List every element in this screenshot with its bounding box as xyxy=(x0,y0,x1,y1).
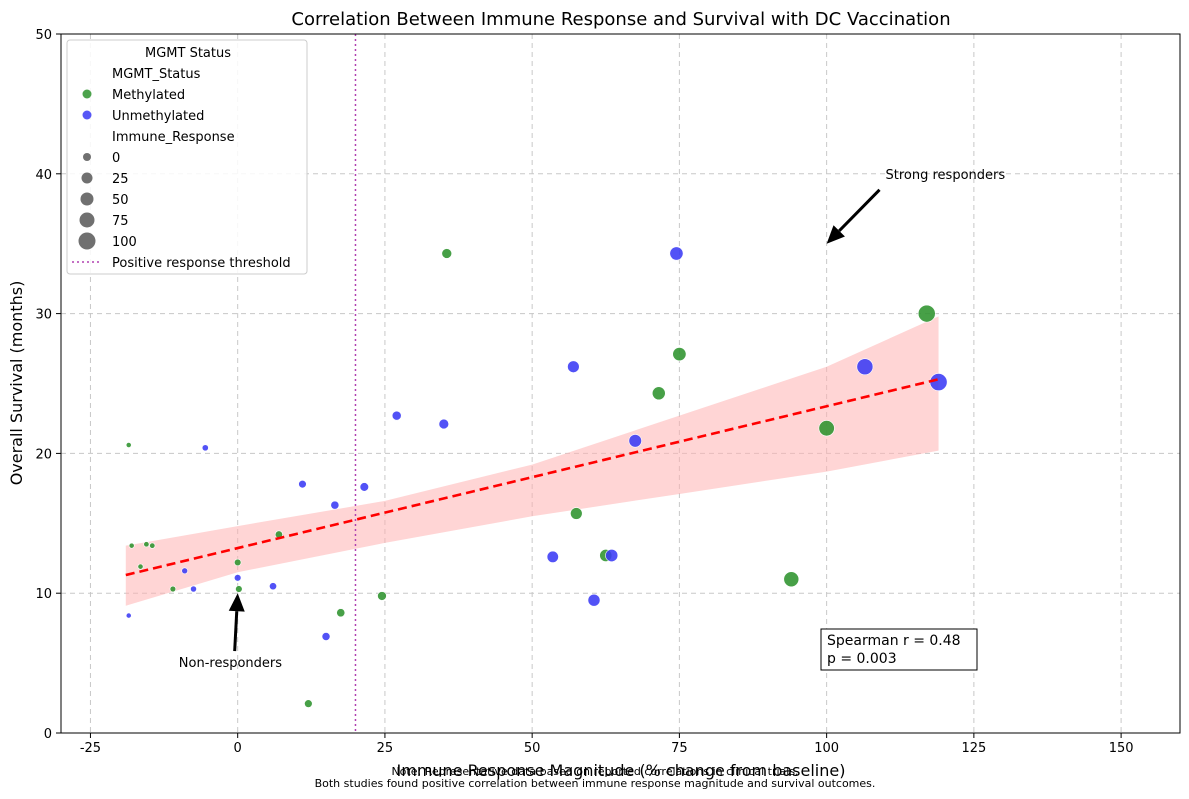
y-tick-label: 0 xyxy=(44,727,52,742)
legend-size-header: Immune_Response xyxy=(112,130,235,145)
annotation-arrow-head xyxy=(228,593,245,612)
data-point-unmethylated xyxy=(269,582,277,591)
data-point-methylated xyxy=(149,542,156,549)
stats-pvalue: p = 0.003 xyxy=(827,651,897,667)
data-point-methylated xyxy=(125,442,132,448)
data-point-unmethylated xyxy=(201,444,209,452)
annotation-arrow-shaft xyxy=(838,188,881,232)
data-point-unmethylated xyxy=(330,500,340,510)
data-point-methylated xyxy=(570,507,583,520)
legend-size-label-0: 0 xyxy=(112,151,120,166)
data-point-unmethylated xyxy=(856,358,874,376)
y-tick-label: 10 xyxy=(35,587,52,602)
data-point-unmethylated xyxy=(190,585,197,593)
plot-frame xyxy=(60,33,1181,734)
data-point-unmethylated xyxy=(125,612,132,619)
x-axis-title: Immune Response Magnitude (% change from… xyxy=(397,761,846,780)
stats-box-frame xyxy=(820,628,978,671)
y-tick-label: 20 xyxy=(35,447,52,462)
legend-label-methylated: Methylated xyxy=(112,88,185,103)
chart-title: Correlation Between Immune Response and … xyxy=(291,9,950,30)
data-point-unmethylated xyxy=(234,574,242,582)
x-tick-label: 25 xyxy=(377,741,394,756)
y-axis: 0 10 20 30 40 50 xyxy=(35,28,61,742)
x-tick-label: 100 xyxy=(814,741,839,756)
annotation-label: Non-responders xyxy=(179,656,282,671)
data-point-methylated xyxy=(917,304,936,323)
points-layer xyxy=(125,246,948,708)
legend-marker-methylated xyxy=(82,89,92,99)
confidence-band-layer xyxy=(125,316,939,606)
legend-hue-header: MGMT_Status xyxy=(112,67,201,82)
x-tick-label: -25 xyxy=(80,741,101,756)
data-point-methylated xyxy=(169,585,177,593)
legend-size-label-75: 75 xyxy=(112,214,129,229)
legend-size-marker-75 xyxy=(79,212,95,228)
annotation-label: Strong responders xyxy=(886,168,1006,183)
data-point-unmethylated xyxy=(298,479,307,489)
legend-size-label-50: 50 xyxy=(112,193,129,208)
legend-label-unmethylated: Unmethylated xyxy=(112,109,204,124)
legend-size-marker-0 xyxy=(83,153,91,161)
confidence-band xyxy=(125,316,939,606)
data-point-unmethylated xyxy=(321,632,331,641)
data-point-methylated xyxy=(304,699,313,708)
data-point-unmethylated xyxy=(929,373,948,392)
x-axis: -25 0 25 50 75 100 125 150 xyxy=(80,733,1134,756)
footnote-line-1: Note: Representative data based on repor… xyxy=(391,765,798,778)
x-tick-label: 0 xyxy=(234,741,242,756)
y-tick-label: 30 xyxy=(35,308,52,323)
data-point-unmethylated xyxy=(391,410,402,421)
legend: MGMT Status MGMT_Status Methylated Unmet… xyxy=(66,39,308,275)
legend-marker-unmethylated xyxy=(82,110,92,120)
x-tick-label: 150 xyxy=(1109,741,1134,756)
data-point-methylated xyxy=(234,558,242,567)
data-point-unmethylated xyxy=(628,434,642,448)
legend-size-marker-100 xyxy=(78,232,96,250)
data-point-unmethylated xyxy=(359,482,369,492)
x-tick-label: 75 xyxy=(671,741,688,756)
data-point-methylated xyxy=(818,420,835,437)
x-tick-label: 50 xyxy=(524,741,541,756)
stats-correlation: Spearman r = 0.48 xyxy=(827,633,961,649)
data-point-unmethylated xyxy=(546,550,559,563)
data-point-methylated xyxy=(441,248,453,259)
annotation-arrow-head xyxy=(826,225,845,244)
footnote-line-2: Both studies found positive correlation … xyxy=(315,777,876,790)
data-point-methylated xyxy=(128,542,135,549)
legend-frame xyxy=(66,39,308,275)
data-point-unmethylated xyxy=(669,246,684,261)
annotations: Strong responders Non-responders xyxy=(179,168,1006,671)
data-point-methylated xyxy=(783,571,800,588)
annotation-arrow-shaft xyxy=(233,611,239,652)
stats-box: Spearman r = 0.48 p = 0.003 xyxy=(820,628,978,671)
legend-size-marker-25 xyxy=(81,172,93,184)
legend-size-label-100: 100 xyxy=(112,235,137,250)
data-point-methylated xyxy=(137,563,144,570)
y-tick-label: 50 xyxy=(35,28,52,43)
legend-size-label-25: 25 xyxy=(112,172,129,187)
legend-threshold-label: Positive response threshold xyxy=(112,256,291,271)
data-point-unmethylated xyxy=(605,548,619,562)
data-point-methylated xyxy=(235,585,243,593)
y-tick-label: 40 xyxy=(35,168,52,183)
y-axis-title: Overall Survival (months) xyxy=(7,281,26,486)
data-point-unmethylated xyxy=(181,567,188,575)
legend-size-marker-50 xyxy=(80,192,94,206)
data-point-methylated xyxy=(143,541,150,548)
data-point-methylated xyxy=(336,608,346,618)
legend-title: MGMT Status xyxy=(145,46,231,61)
data-point-unmethylated xyxy=(587,593,601,607)
data-point-unmethylated xyxy=(567,360,580,373)
data-point-methylated xyxy=(377,591,387,601)
data-point-methylated xyxy=(672,347,687,362)
data-point-unmethylated xyxy=(438,418,450,430)
x-tick-label: 125 xyxy=(961,741,986,756)
data-point-methylated xyxy=(651,386,666,401)
